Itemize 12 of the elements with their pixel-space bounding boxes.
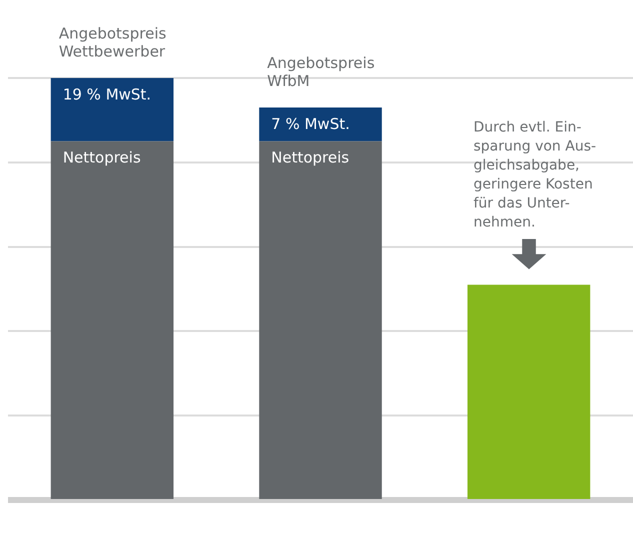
annotation: 19 % MwSt. <box>62 85 152 104</box>
annotation: Nettopreis <box>271 148 350 167</box>
annotation: Durch evtl. Ein- sparung von Aus- gleichsabgabe, geringere Kosten für das Unter- nehmen. <box>473 119 596 230</box>
x-tick-label: Angebotspreis Wettbewerber <box>58 24 166 60</box>
bar <box>50 78 174 142</box>
bar <box>50 141 174 499</box>
bar <box>259 141 382 499</box>
bar <box>467 284 590 499</box>
annotation: 7 % MwSt. <box>271 114 350 133</box>
annotation: Nettopreis <box>62 148 141 167</box>
x-tick-label: Angebotspreis WfbM <box>267 54 375 90</box>
bar <box>259 108 382 142</box>
